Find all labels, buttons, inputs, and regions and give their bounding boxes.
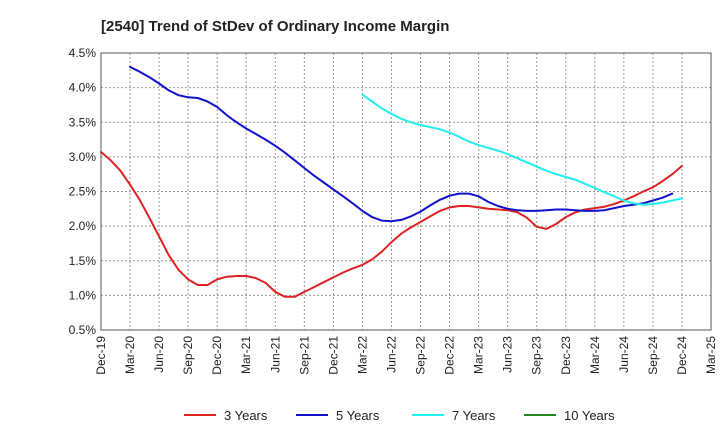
y-tick-label: 1.0% (69, 288, 97, 302)
x-tick-label: Jun-23 (501, 336, 515, 373)
series-line-5-years (129, 65, 674, 223)
chart-title: [2540] Trend of StDev of Ordinary Income… (101, 18, 449, 35)
legend-label: 3 Years (224, 408, 268, 423)
x-tick-label: Sep-22 (414, 336, 428, 375)
x-tick-label: Mar-22 (355, 336, 369, 374)
y-tick-label: 0.5% (69, 323, 97, 337)
x-axis: Dec-19 Mar-20 Jun-20 Sep-20 Dec-20 Mar-21 Jun-… (94, 336, 718, 375)
plot-area (100, 52, 712, 331)
y-tick-label: 4.5% (69, 46, 97, 60)
legend-label: 7 Years (452, 408, 496, 423)
x-tick-label: Sep-21 (297, 336, 311, 375)
x-tick-label: Jun-22 (384, 336, 398, 373)
legend: 3 Years 5 Years 7 Years 10 Years (184, 408, 615, 423)
x-tick-label: Dec-24 (675, 336, 689, 375)
x-tick-label: Mar-23 (472, 336, 486, 374)
x-tick-label: Dec-23 (559, 336, 573, 375)
x-tick-label: Dec-21 (326, 336, 340, 375)
y-tick-label: 2.5% (69, 185, 97, 199)
x-tick-label: Jun-20 (152, 336, 166, 373)
x-tick-label: Dec-19 (94, 336, 108, 375)
x-tick-label: Sep-20 (181, 336, 195, 375)
x-tick-label: Dec-20 (210, 336, 224, 375)
x-tick-label: Jun-21 (268, 336, 282, 373)
legend-label: 5 Years (336, 408, 380, 423)
grid-lines (100, 52, 712, 331)
y-tick-label: 2.0% (69, 219, 97, 233)
x-tick-label: Sep-24 (646, 336, 660, 375)
y-axis: 0.5% 1.0% 1.5% 2.0% 2.5% 3.0% 3.5% 4.0% 4.5% (69, 46, 97, 337)
x-tick-label: Dec-22 (443, 336, 457, 375)
series-line-3-years (100, 151, 683, 298)
x-tick-label: Mar-25 (704, 336, 718, 374)
series-line-7-years (361, 93, 683, 206)
x-tick-label: Jun-24 (617, 336, 631, 373)
y-tick-label: 3.0% (69, 150, 97, 164)
y-tick-label: 1.5% (69, 254, 97, 268)
y-tick-label: 4.0% (69, 81, 97, 95)
x-tick-label: Mar-21 (239, 336, 253, 374)
x-tick-label: Mar-20 (123, 336, 137, 374)
x-tick-label: Sep-23 (530, 336, 544, 375)
x-tick-label: Mar-24 (588, 336, 602, 374)
y-tick-label: 3.5% (69, 115, 97, 129)
series-lines (100, 65, 683, 298)
legend-label: 10 Years (564, 408, 615, 423)
